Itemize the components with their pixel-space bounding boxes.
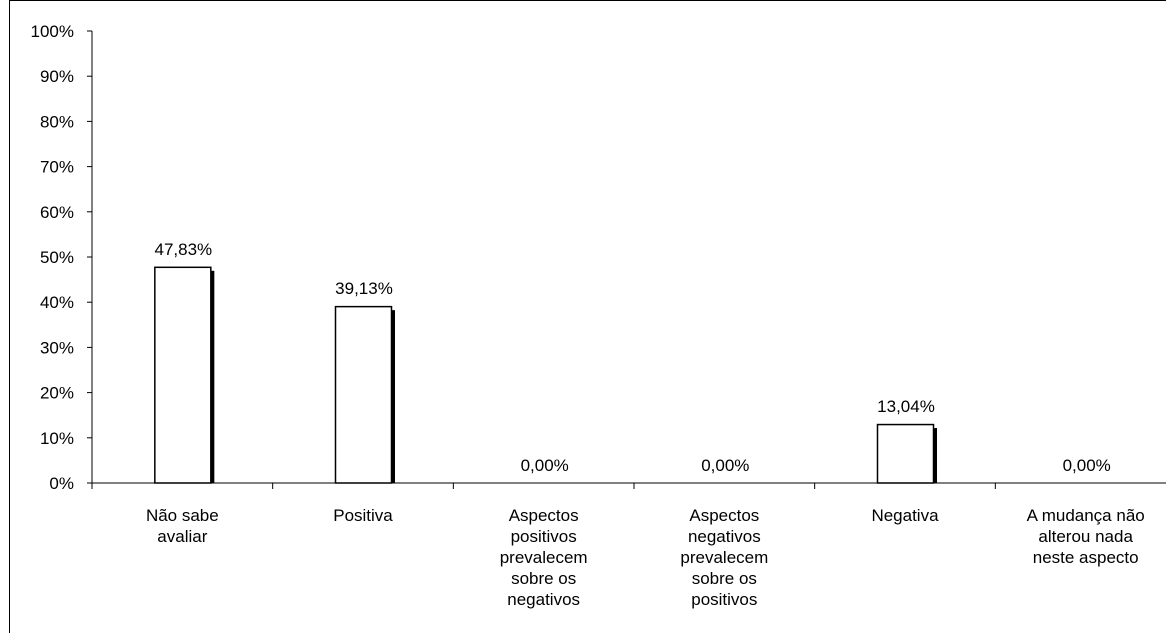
y-tick-label: 70% <box>40 158 74 177</box>
bar-shadow <box>933 428 937 483</box>
x-category-label-line: neste aspecto <box>1033 548 1139 567</box>
y-tick-label: 90% <box>40 67 74 86</box>
y-tick-label: 0% <box>49 474 74 493</box>
data-labels: 47,83% 39,13% 0,00% 0,00% 13,04% 0,00% <box>154 240 1110 475</box>
bar-shadow <box>210 270 215 483</box>
x-category-label-line: positivos <box>511 527 577 546</box>
bar <box>876 423 935 484</box>
x-category-label-line: alterou nada <box>1038 527 1133 546</box>
x-category-label-line: sobre os <box>511 569 576 588</box>
x-category-label-line: positivos <box>691 590 757 609</box>
category-labels: Não sabe avaliar Positiva Aspectos positivos… <box>146 506 1145 609</box>
bar-series <box>154 266 937 484</box>
x-category-label-line: prevalecem <box>500 548 588 567</box>
data-label: 0,00% <box>1063 456 1111 475</box>
data-label: 47,83% <box>154 240 212 259</box>
y-tick-label: 30% <box>40 338 74 357</box>
y-tick-label: 20% <box>40 384 74 403</box>
chart-area-border <box>9 0 1166 633</box>
y-axis-ticks: 0% 10% 20% 30% 40% 50% 60% 70% 80% 90% 100% <box>31 22 92 493</box>
x-category-label-line: Negativa <box>871 506 939 525</box>
x-category-label-line: prevalecem <box>680 548 768 567</box>
x-category-label-line: Aspectos <box>509 506 579 525</box>
x-category-label: Negativa <box>871 506 939 525</box>
x-category-label: A mudança não alterou nada neste aspecto <box>1027 506 1145 567</box>
data-label: 13,04% <box>877 397 935 416</box>
data-label: 39,13% <box>335 279 393 298</box>
x-category-label-line: Não sabe <box>146 506 219 525</box>
x-category-label: Positiva <box>333 506 393 525</box>
y-tick-label: 60% <box>40 203 74 222</box>
bar <box>334 305 393 484</box>
x-category-label-line: Positiva <box>333 506 393 525</box>
x-category-label-line: A mudança não <box>1027 506 1145 525</box>
x-category-label: Não sabe avaliar <box>146 506 219 546</box>
y-tick-label: 50% <box>40 248 74 267</box>
x-category-label-line: negativos <box>688 527 761 546</box>
x-category-label: Aspectos negativos prevalecem sobre os posit… <box>680 506 768 609</box>
y-tick-label: 100% <box>31 22 74 41</box>
bar <box>154 266 212 484</box>
x-category-label-line: negativos <box>507 590 580 609</box>
y-tick-label: 80% <box>40 112 74 131</box>
bar-shadow <box>391 310 395 483</box>
x-axis-ticks <box>91 483 996 489</box>
data-label: 0,00% <box>521 456 569 475</box>
y-tick-label: 40% <box>40 293 74 312</box>
x-category-label: Aspectos positivos prevalecem sobre os negat… <box>500 506 588 609</box>
x-category-label-line: sobre os <box>692 569 757 588</box>
x-category-label-line: avaliar <box>157 527 207 546</box>
y-tick-label: 10% <box>40 429 74 448</box>
x-category-label-line: Aspectos <box>689 506 759 525</box>
data-label: 0,00% <box>701 456 749 475</box>
